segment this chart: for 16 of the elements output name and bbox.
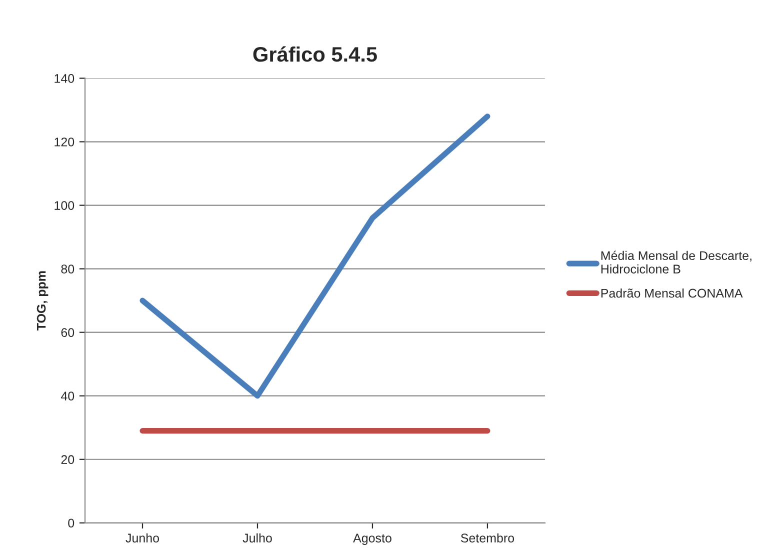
chart-title: Gráfico 5.4.5 bbox=[253, 46, 377, 62]
y-tick-label: 140 bbox=[54, 74, 74, 83]
y-tick-label: 40 bbox=[60, 392, 74, 401]
y-tick-label: 120 bbox=[54, 138, 74, 146]
x-tick-label: Julho bbox=[242, 533, 272, 542]
y-axis-title: TOG, ppm bbox=[36, 271, 48, 331]
y-tick-label: 100 bbox=[54, 201, 74, 210]
y-tick-label: 80 bbox=[61, 264, 74, 274]
y-tick-label: 60 bbox=[61, 328, 74, 337]
legend-label: Média Mensal de Descarte, Hidrociclone B bbox=[601, 250, 752, 274]
x-tick-label: Setembro bbox=[460, 533, 514, 542]
y-tick-label: 0 bbox=[68, 518, 74, 528]
x-tick-label: Junho bbox=[126, 533, 160, 542]
legend-label: Padrão Mensal CONAMA bbox=[601, 288, 743, 298]
y-tick-label: 20 bbox=[61, 455, 74, 464]
x-tick-label: Agosto bbox=[353, 534, 392, 545]
